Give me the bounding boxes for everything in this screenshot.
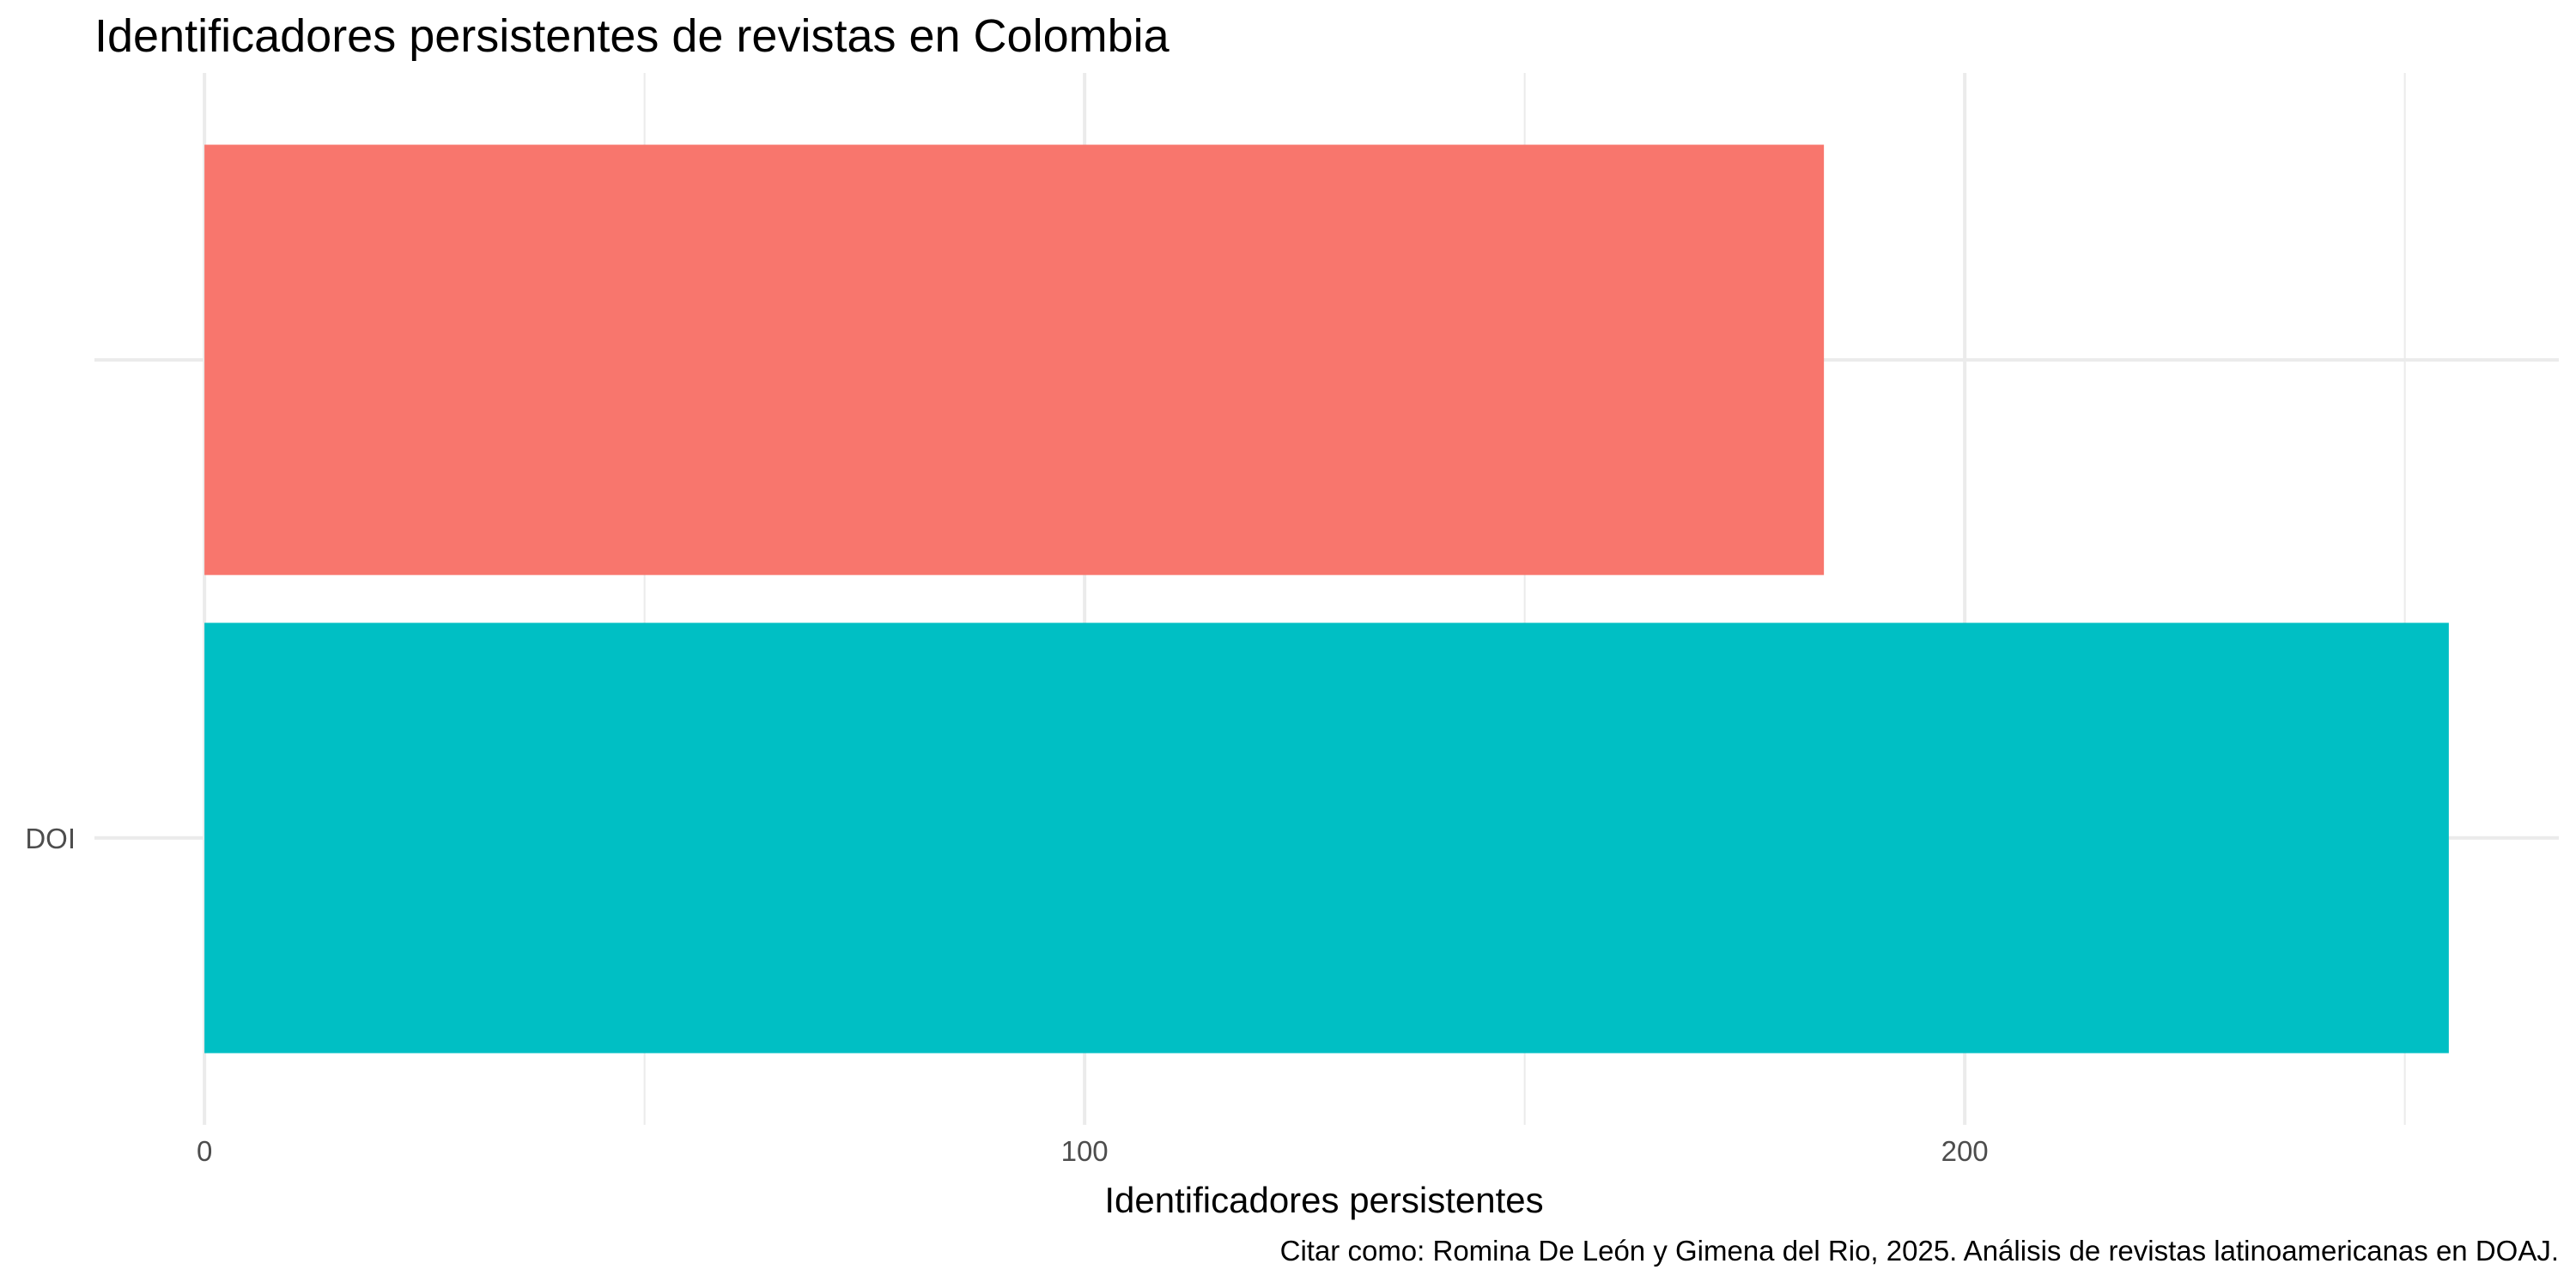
chart-caption: Citar como: Romina De León y Gimena del … [1280,1235,2559,1267]
x-tick-label: 100 [1061,1135,1109,1167]
x-axis-title: Identificadores persistentes [1104,1180,1543,1220]
x-tick-label: 0 [197,1135,212,1167]
bar-unlabeled [204,144,1825,575]
x-tick-label: 200 [1941,1135,1989,1167]
ticks-layer: 0 100 200 DOI [25,823,1988,1167]
y-tick-label: DOI [25,823,76,854]
chart-title: Identificadores persistentes de revistas… [94,10,1170,62]
bar-doi [204,623,2449,1054]
bars-layer [204,144,2449,1054]
